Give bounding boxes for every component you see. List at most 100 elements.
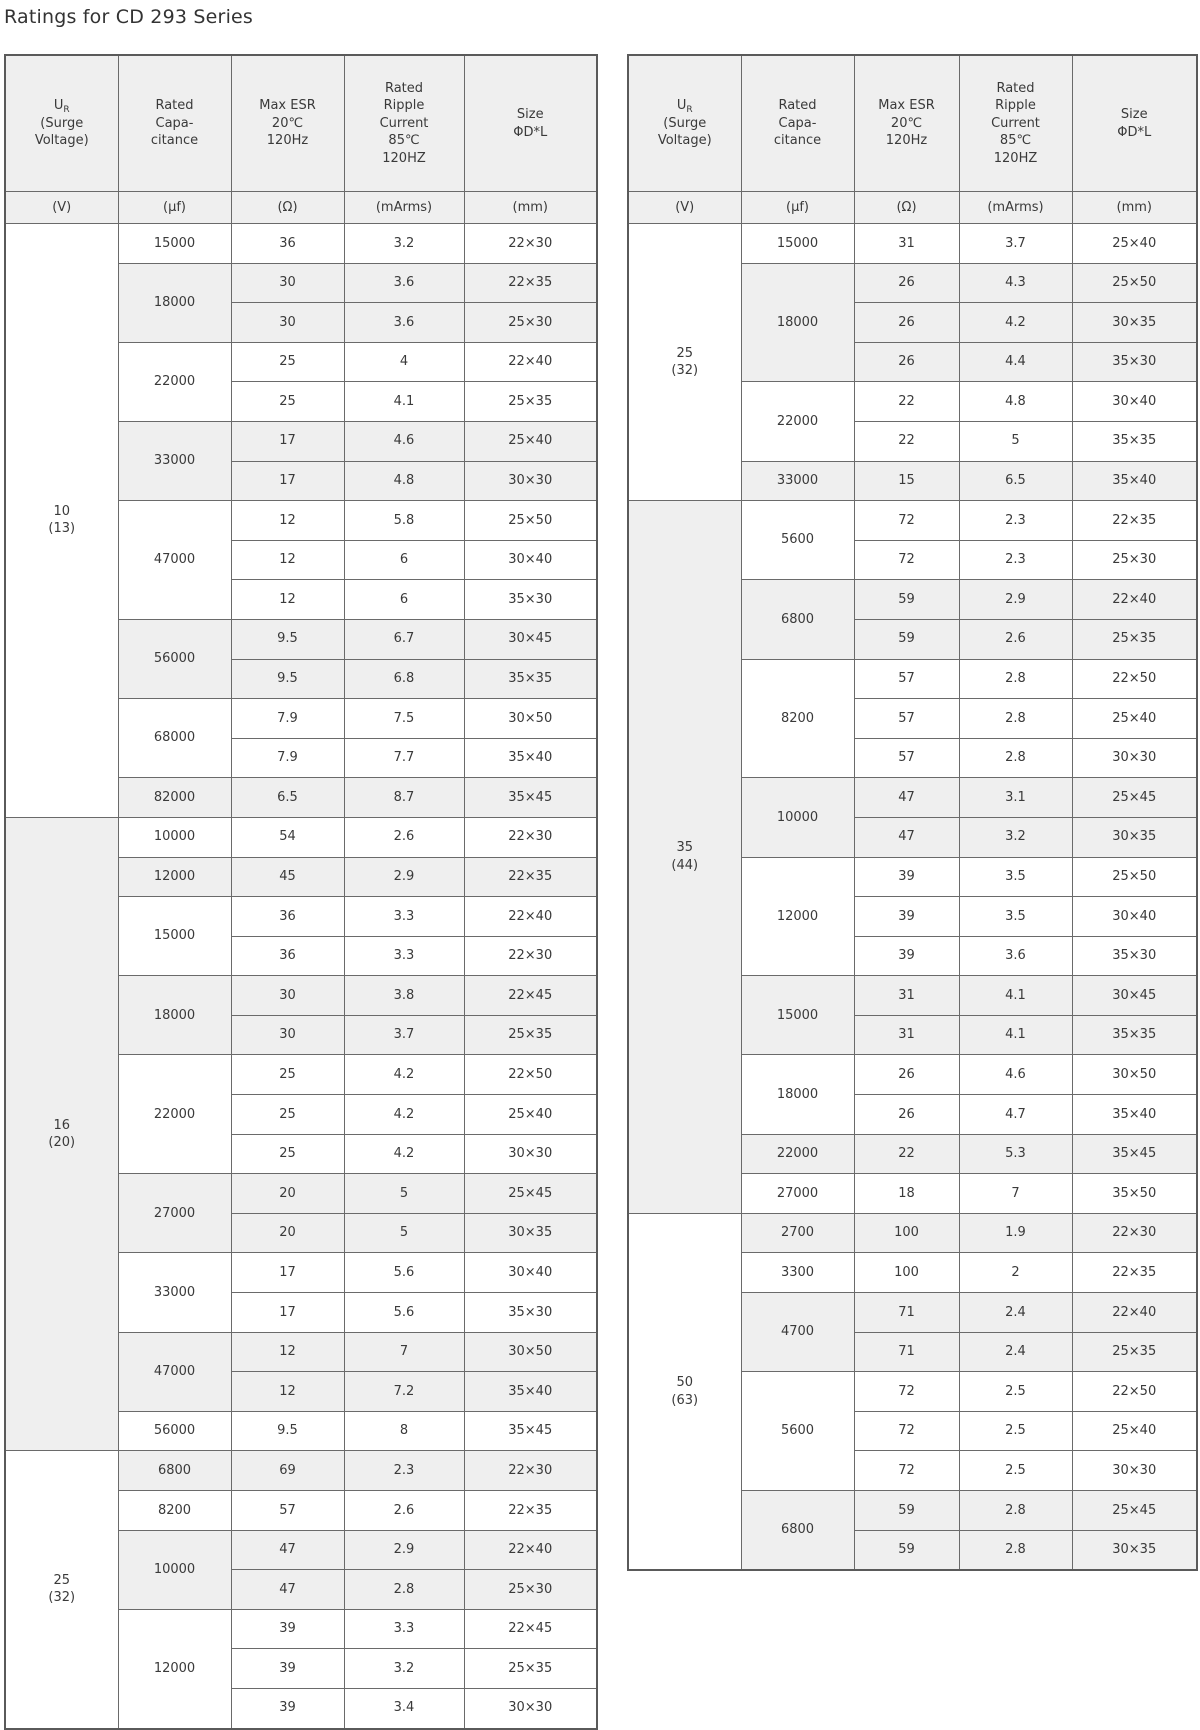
ripple-cell: 4.1 (343, 381, 465, 422)
size-cell: 30×40 (463, 1252, 598, 1294)
table-row: 57 2.8 30×30 (628, 737, 1198, 779)
capacitance-cell: 10000 (117, 1529, 232, 1610)
capacitance-cell: 4700 (740, 1292, 855, 1373)
ripple-cell: 2.8 (958, 658, 1073, 700)
table-row: 35 (44) 5600 72 2.3 22×35 (627, 500, 1198, 1214)
table-row: 22000 25 4 22×40 (5, 341, 598, 422)
esr-cell: 47 (230, 1529, 345, 1571)
table-row: 72 2.5 25×40 (628, 1410, 1198, 1452)
ripple-cell: 4.2 (343, 1094, 465, 1135)
tables-container: UR (Surge Voltage) Rated Capa-citance Max ESR… (0, 54, 1200, 1730)
table-row: 72 2.3 25×30 (628, 539, 1198, 581)
ripple-cell: 4 (343, 341, 465, 383)
esr-cell: 59 (853, 618, 960, 660)
table-row: 26 4.7 35×40 (628, 1094, 1198, 1135)
capacitance-cell: 8200 (740, 658, 855, 779)
size-cell: 35×45 (463, 1410, 598, 1452)
ripple-cell: 2.3 (343, 1450, 465, 1491)
size-cell: 35×45 (463, 777, 598, 818)
size-cell: 25×35 (463, 381, 598, 422)
capacitance-cell: 47000 (117, 1331, 232, 1412)
size-cell: 35×40 (1071, 1094, 1198, 1135)
esr-cell: 26 (853, 341, 960, 383)
size-cell: 22×30 (463, 816, 598, 858)
ripple-cell: 3.2 (343, 223, 465, 264)
capacitance-cell: 22000 (117, 1054, 232, 1175)
ripple-cell: 2.5 (958, 1410, 1073, 1452)
table-row: 12 6 30×40 (5, 539, 598, 581)
ripple-cell: 3.5 (958, 856, 1073, 898)
esr-cell: 47 (853, 816, 960, 858)
column-header-size: Size ΦD*L (463, 54, 598, 192)
capacitance-cell: 18000 (117, 262, 232, 343)
capacitance-cell: 33000 (117, 1252, 232, 1333)
esr-cell: 25 (230, 341, 345, 383)
capacitance-cell: 6800 (117, 1450, 232, 1491)
ripple-cell: 3.1 (958, 777, 1073, 818)
size-cell: 30×35 (1071, 1529, 1198, 1571)
esr-cell: 7.9 (230, 737, 345, 779)
ripple-cell: 2.8 (958, 737, 1073, 779)
column-header-size: Size ΦD*L (1071, 54, 1198, 192)
ripple-cell: 7.5 (343, 698, 465, 739)
capacitance-cell: 15000 (117, 896, 232, 977)
ripple-cell: 3.6 (343, 302, 465, 343)
ratings-table-left-block: UR (Surge Voltage) Rated Capa-citance Max ESR… (4, 54, 598, 1730)
table-row: 6800 59 2.9 22×40 (628, 579, 1198, 660)
unit-ripple: (mArms) (343, 191, 465, 224)
ripple-cell: 2 (958, 1252, 1073, 1294)
table-row: 50 (63) 2700 100 1.9 22×30 (627, 1212, 1198, 1571)
esr-cell: 59 (853, 579, 960, 620)
capacitance-cell: 33000 (740, 460, 855, 502)
capacitance-cell: 22000 (740, 381, 855, 462)
size-cell: 30×45 (1071, 975, 1198, 1016)
size-cell: 35×30 (1071, 935, 1198, 977)
unit-voltage: (V) (4, 191, 119, 224)
ratings-table-right-block: UR (Surge Voltage) Rated Capa-citance Max ESR… (627, 54, 1198, 1730)
capacitance-cell: 10000 (117, 816, 232, 858)
ripple-cell: 4.1 (958, 1014, 1073, 1056)
table-row: 5600 72 2.5 22×50 (628, 1371, 1198, 1491)
size-cell: 22×35 (463, 856, 598, 898)
ripple-cell: 6.5 (958, 460, 1073, 502)
ripple-cell: 3.7 (958, 223, 1073, 264)
table-row: 26 4.2 30×35 (628, 302, 1198, 343)
esr-cell: 71 (853, 1292, 960, 1333)
size-cell: 22×35 (463, 262, 598, 304)
esr-cell: 57 (853, 658, 960, 700)
esr-cell: 17 (230, 460, 345, 502)
capacitance-cell: 3300 (740, 1252, 855, 1294)
esr-cell: 36 (230, 223, 345, 264)
size-cell: 35×35 (463, 658, 598, 700)
ripple-cell: 8 (343, 1410, 465, 1452)
voltage-cell: 35 (44) (627, 500, 742, 1214)
voltage-cell: 25 (32) (4, 1450, 119, 1730)
unit-capacitance: (μf) (117, 191, 232, 224)
size-cell: 35×35 (1071, 1014, 1198, 1056)
esr-cell: 9.5 (230, 618, 345, 660)
esr-cell: 31 (853, 223, 960, 264)
capacitance-cell: 15000 (740, 975, 855, 1056)
esr-cell: 12 (230, 1331, 345, 1373)
table-body-left: 10 (13) 15000 36 3.2 22×30 18000 30 3.6 22×35 30 3.… (4, 223, 598, 1730)
size-cell: 30×30 (1071, 737, 1198, 779)
ripple-cell: 3.7 (343, 1014, 465, 1056)
esr-cell: 72 (853, 500, 960, 541)
ripple-cell: 1.9 (958, 1212, 1073, 1254)
table-row: 27000 18 7 35×50 (628, 1173, 1198, 1214)
table-row: 56000 9.5 8 35×45 (5, 1410, 598, 1452)
ripple-cell: 2.3 (958, 539, 1073, 581)
esr-cell: 72 (853, 539, 960, 581)
esr-cell: 100 (853, 1252, 960, 1294)
size-cell: 22×35 (1071, 500, 1198, 541)
voltage-cell: 16 (20) (4, 816, 119, 1452)
table-row: 12 7.2 35×40 (5, 1371, 598, 1412)
esr-cell: 20 (230, 1173, 345, 1214)
esr-cell: 36 (230, 935, 345, 977)
column-header-esr: Max ESR 20℃ 120Hz (853, 54, 960, 192)
table-row: 25 (32) 15000 31 3.7 25×40 (627, 222, 1198, 502)
size-cell: 25×50 (1071, 262, 1198, 304)
esr-cell: 59 (853, 1529, 960, 1571)
ripple-cell: 2.6 (343, 816, 465, 858)
esr-cell: 17 (230, 1292, 345, 1333)
